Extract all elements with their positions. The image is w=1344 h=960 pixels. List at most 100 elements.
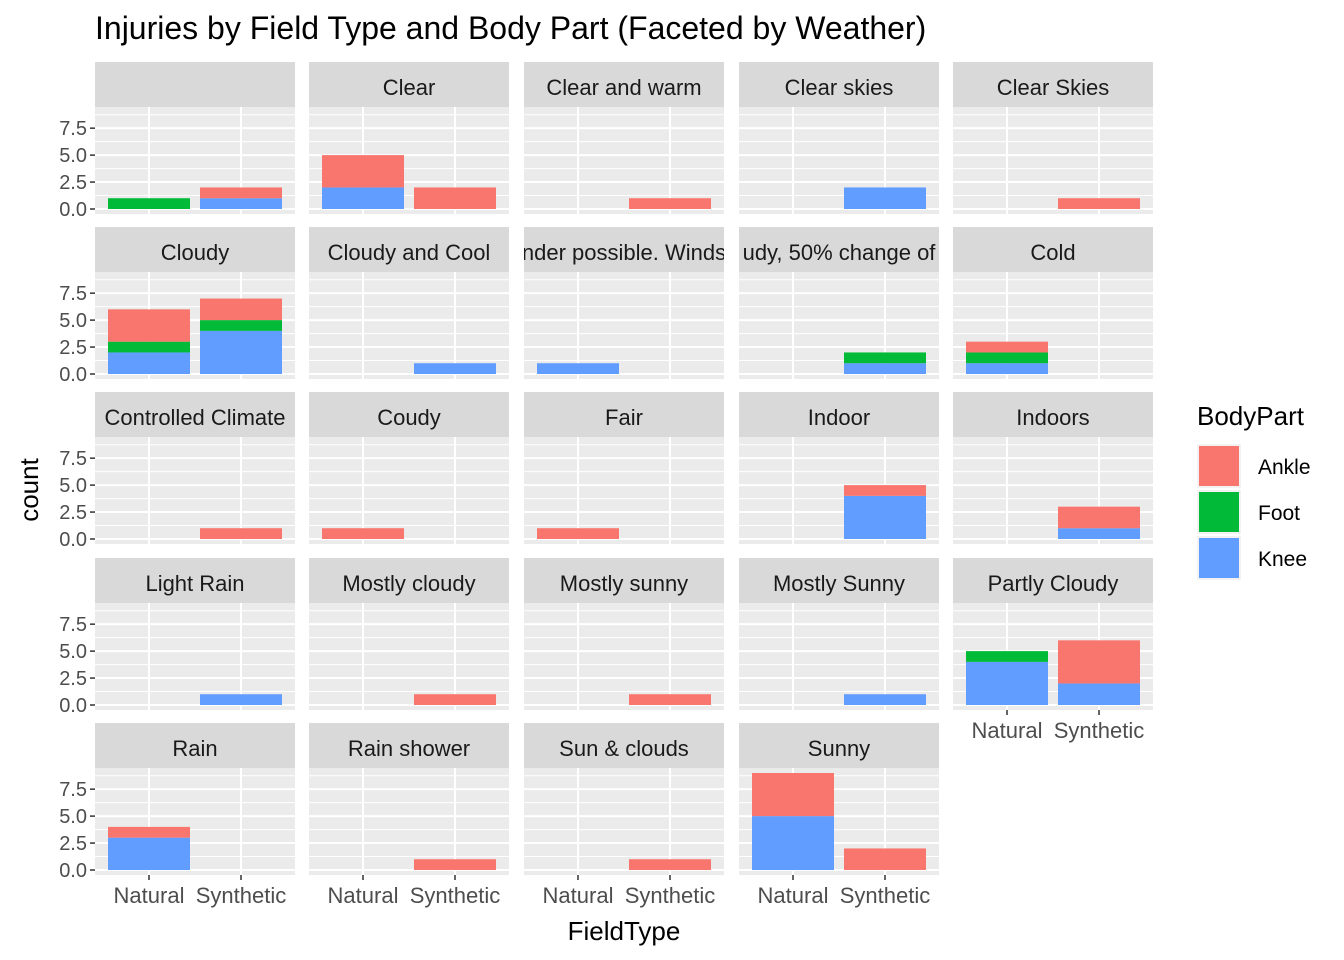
x-tick-label: Natural bbox=[114, 883, 185, 908]
y-tick-label: 7.5 bbox=[59, 779, 87, 801]
y-tick-label: 2.5 bbox=[59, 833, 87, 855]
facet-strip bbox=[309, 558, 509, 603]
bar-segment-ankle bbox=[844, 485, 926, 496]
facet-panel: Sun & clouds Natural Synthetic bbox=[524, 723, 724, 908]
bar-segment-knee bbox=[844, 363, 926, 374]
facet-strip-label: Clear and warm bbox=[546, 75, 701, 100]
facet-strip bbox=[309, 227, 509, 272]
facet-strip bbox=[739, 558, 939, 603]
facet-panel: nder possible. Winds bbox=[524, 227, 724, 379]
bar-segment-ankle bbox=[537, 528, 619, 539]
x-tick-label: Natural bbox=[543, 883, 614, 908]
bar-segment-ankle bbox=[200, 298, 282, 321]
bar-segment-ankle bbox=[200, 187, 282, 199]
facet-panel: Controlled Climate 0.0 2.5 5.0 7.5 bbox=[59, 392, 295, 551]
bar-segment-knee bbox=[108, 352, 190, 374]
facet-panel: Partly Cloudy Natural Synthetic bbox=[953, 558, 1153, 743]
x-tick-label: Natural bbox=[758, 883, 829, 908]
facet-strip bbox=[95, 558, 295, 603]
bar-segment-ankle bbox=[966, 341, 1048, 353]
bar-segment-knee bbox=[200, 694, 282, 705]
panel-background bbox=[524, 107, 724, 214]
panel-background bbox=[95, 603, 295, 710]
bar-segment-ankle bbox=[108, 309, 190, 342]
facet-panel: Indoors bbox=[953, 392, 1153, 544]
bar-segment-ankle bbox=[844, 848, 926, 870]
bar-segment-knee bbox=[200, 330, 282, 374]
bar-segment-knee bbox=[322, 187, 404, 209]
facet-strip-label: Sunny bbox=[808, 736, 870, 761]
bar-segment-foot bbox=[844, 352, 926, 364]
panel-background bbox=[309, 437, 509, 544]
bar-segment-knee bbox=[844, 187, 926, 209]
facet-strip bbox=[524, 558, 724, 603]
facet-panel: Clear Skies bbox=[953, 62, 1153, 214]
bar-segment-ankle bbox=[108, 826, 190, 838]
facet-panel: Mostly cloudy bbox=[309, 558, 509, 710]
bar-segment-ankle bbox=[1058, 640, 1140, 684]
facet-strip-label: udy, 50% change of bbox=[743, 240, 937, 265]
facet-strip-label: Mostly Sunny bbox=[773, 571, 905, 596]
y-tick-label: 5.0 bbox=[59, 806, 87, 828]
bar-segment-knee bbox=[844, 694, 926, 705]
bar-segment-knee bbox=[752, 816, 834, 870]
bar-segment-knee bbox=[537, 363, 619, 374]
facet-strip-label: Clear skies bbox=[785, 75, 894, 100]
x-tick-label: Synthetic bbox=[410, 883, 501, 908]
bar-segment-foot bbox=[200, 320, 282, 331]
y-tick-label: 2.5 bbox=[59, 668, 87, 690]
facet-strip bbox=[739, 227, 939, 272]
bar-segment-knee bbox=[1058, 683, 1140, 705]
legend-label: Ankle bbox=[1258, 456, 1311, 479]
facet-strip bbox=[309, 392, 509, 437]
legend-key-foot bbox=[1199, 492, 1239, 532]
facet-strip-label: Partly Cloudy bbox=[988, 571, 1119, 596]
facet-panel: Cloudy and Cool bbox=[309, 227, 509, 379]
facet-strip bbox=[953, 227, 1153, 272]
y-tick-label: 7.5 bbox=[59, 118, 87, 140]
facet-panel: udy, 50% change of bbox=[739, 227, 939, 379]
bar-segment-ankle bbox=[322, 528, 404, 539]
y-tick-label: 5.0 bbox=[59, 475, 87, 497]
y-tick-label: 0.0 bbox=[59, 695, 87, 717]
y-tick-label: 7.5 bbox=[59, 448, 87, 470]
facet-strip-label: Fair bbox=[605, 405, 643, 430]
facet-strip bbox=[309, 723, 509, 768]
panel-background bbox=[524, 272, 724, 379]
x-tick-label: Synthetic bbox=[1054, 718, 1145, 743]
facet-strip bbox=[739, 723, 939, 768]
bar-segment-ankle bbox=[1058, 198, 1140, 209]
legend-label: Foot bbox=[1258, 502, 1300, 525]
bar-segment-ankle bbox=[629, 859, 711, 870]
facet-strip-label: Rain bbox=[172, 736, 217, 761]
bar-segment-knee bbox=[108, 837, 190, 870]
facet-panel: Clear bbox=[309, 62, 509, 214]
facet-panel: Sunny Natural Synthetic bbox=[739, 723, 939, 908]
panel-background bbox=[524, 768, 724, 875]
bar-segment-ankle bbox=[1058, 506, 1140, 529]
panel-background bbox=[95, 437, 295, 544]
legend-title: BodyPart bbox=[1197, 401, 1305, 431]
facet-panel: Rain 0.0 2.5 5.0 7.5 Natural Synthetic bbox=[59, 723, 295, 908]
facet-strip bbox=[739, 62, 939, 107]
facet-strip bbox=[95, 392, 295, 437]
panel-background bbox=[309, 272, 509, 379]
y-tick-label: 5.0 bbox=[59, 145, 87, 167]
facet-strip bbox=[524, 392, 724, 437]
facet-strip-label: Light Rain bbox=[145, 571, 244, 596]
facet-panel: Clear and warm bbox=[524, 62, 724, 214]
facet-strip bbox=[524, 62, 724, 107]
facet-strip bbox=[95, 62, 295, 107]
facet-strip bbox=[953, 62, 1153, 107]
facet-panel: Cold bbox=[953, 227, 1153, 379]
facet-strip-label: Clear bbox=[383, 75, 436, 100]
panel-background bbox=[309, 768, 509, 875]
facet-panel: Mostly sunny bbox=[524, 558, 724, 710]
facet-strip-label: Indoors bbox=[1016, 405, 1089, 430]
bar-segment-foot bbox=[108, 341, 190, 353]
y-tick-label: 0.0 bbox=[59, 529, 87, 551]
bar-segment-ankle bbox=[629, 198, 711, 209]
legend-key-ankle bbox=[1199, 446, 1239, 486]
facet-panel: Cloudy 0.0 2.5 5.0 7.5 bbox=[59, 227, 295, 386]
